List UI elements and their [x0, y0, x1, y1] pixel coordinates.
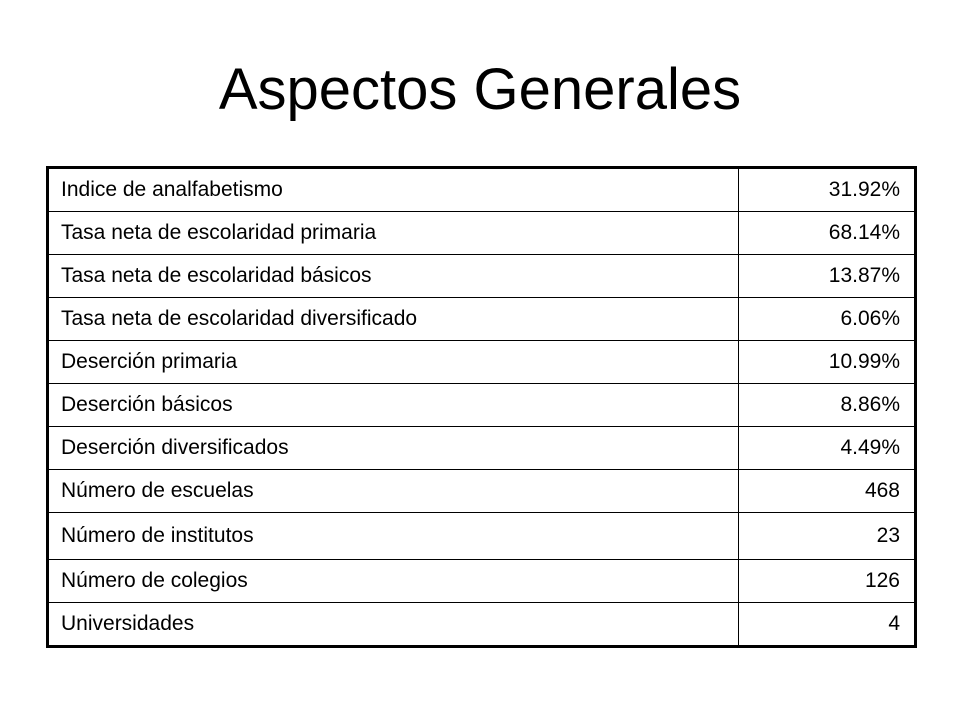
row-value: 13.87%: [738, 254, 916, 298]
row-label: Deserción básicos: [47, 383, 739, 427]
row-value: 10.99%: [738, 340, 916, 384]
row-value: 6.06%: [738, 297, 916, 341]
row-label: Tasa neta de escolaridad diversificado: [47, 297, 739, 341]
row-value: 126: [738, 559, 916, 603]
row-value: 23: [738, 512, 916, 560]
table-row: Tasa neta de escolaridad básicos 13.87%: [47, 254, 916, 298]
row-label: Número de escuelas: [47, 469, 739, 513]
row-label: Deserción diversificados: [47, 426, 739, 470]
row-label: Tasa neta de escolaridad primaria: [47, 211, 739, 255]
row-value: 31.92%: [738, 167, 916, 212]
slide-title: Aspectos Generales: [218, 57, 742, 122]
table-row: Deserción básicos 8.86%: [47, 383, 916, 427]
row-label: Universidades: [47, 602, 739, 647]
row-value: 4.49%: [738, 426, 916, 470]
table-row: Tasa neta de escolaridad primaria 68.14%: [47, 211, 916, 255]
statistics-table: Indice de analfabetismo 31.92% Tasa neta…: [46, 166, 917, 648]
table-row: Número de escuelas 468: [47, 469, 916, 513]
table-row: Deserción primaria 10.99%: [47, 340, 916, 384]
row-value: 68.14%: [738, 211, 916, 255]
table-row: Deserción diversificados 4.49%: [47, 426, 916, 470]
row-value: 8.86%: [738, 383, 916, 427]
table-row: Universidades 4: [47, 602, 916, 647]
table-row: Indice de analfabetismo 31.92%: [47, 167, 916, 212]
table-row: Número de institutos 23: [47, 512, 916, 560]
table-row: Tasa neta de escolaridad diversificado 6…: [47, 297, 916, 341]
row-value: 468: [738, 469, 916, 513]
row-label: Número de colegios: [47, 559, 739, 603]
row-label: Indice de analfabetismo: [47, 167, 739, 212]
row-value: 4: [738, 602, 916, 647]
row-label: Tasa neta de escolaridad básicos: [47, 254, 739, 298]
row-label: Número de institutos: [47, 512, 739, 560]
table-row: Número de colegios 126: [47, 559, 916, 603]
row-label: Deserción primaria: [47, 340, 739, 384]
